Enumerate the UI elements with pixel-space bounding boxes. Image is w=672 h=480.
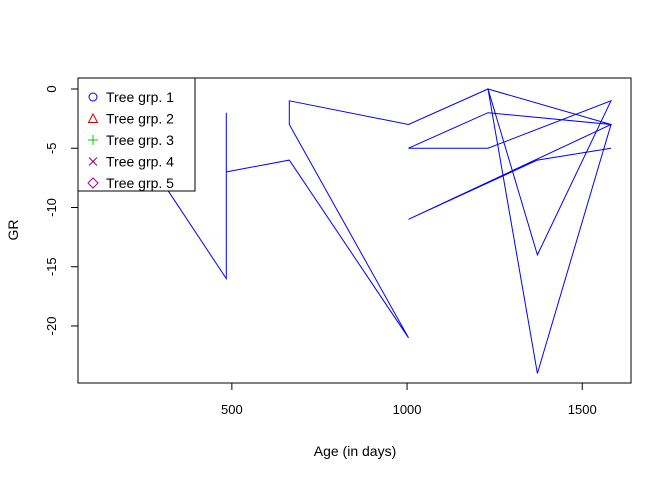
- y-axis: 0 -5 -10 -15 -20: [44, 85, 79, 336]
- y-tick-label: -5: [44, 142, 59, 154]
- x-tick-label: 500: [221, 402, 243, 417]
- x-tick-label: 1000: [393, 402, 422, 417]
- legend-marker-circle: [88, 92, 98, 102]
- y-tick-label: 0: [44, 85, 59, 92]
- y-axis-title: GR: [5, 220, 21, 241]
- legend-label: Tree grp. 1: [106, 89, 174, 105]
- legend-item: Tree grp. 5: [87, 175, 174, 191]
- legend-label: Tree grp. 4: [106, 154, 174, 170]
- y-tick-label: -15: [44, 257, 59, 276]
- legend-item: Tree grp. 2: [87, 111, 174, 127]
- y-tick-label: -10: [44, 198, 59, 217]
- legend-marker-diamond: [87, 177, 99, 189]
- legend-marker-plus: [88, 135, 98, 145]
- legend-label: Tree grp. 5: [106, 175, 174, 191]
- x-tick-label: 1500: [568, 402, 597, 417]
- legend-label: Tree grp. 3: [106, 132, 174, 148]
- x-axis-title: Age (in days): [314, 443, 396, 459]
- legend-item: Tree grp. 1: [88, 89, 174, 105]
- legend-box: [77, 77, 196, 192]
- legend-item: Tree grp. 4: [88, 154, 174, 170]
- series-layer: [98, 88, 613, 374]
- y-tick-label: -20: [44, 317, 59, 336]
- legend-item: Tree grp. 3: [88, 132, 174, 148]
- legend: Tree grp. 1 Tree grp. 2 Tree grp. 3 Tree gr…: [77, 77, 196, 192]
- series-line-1: [98, 88, 613, 374]
- legend-label: Tree grp. 2: [106, 111, 174, 127]
- legend-marker-cross: [88, 157, 98, 166]
- x-axis: 500 1000 1500: [221, 382, 597, 417]
- legend-marker-triangle: [87, 112, 99, 123]
